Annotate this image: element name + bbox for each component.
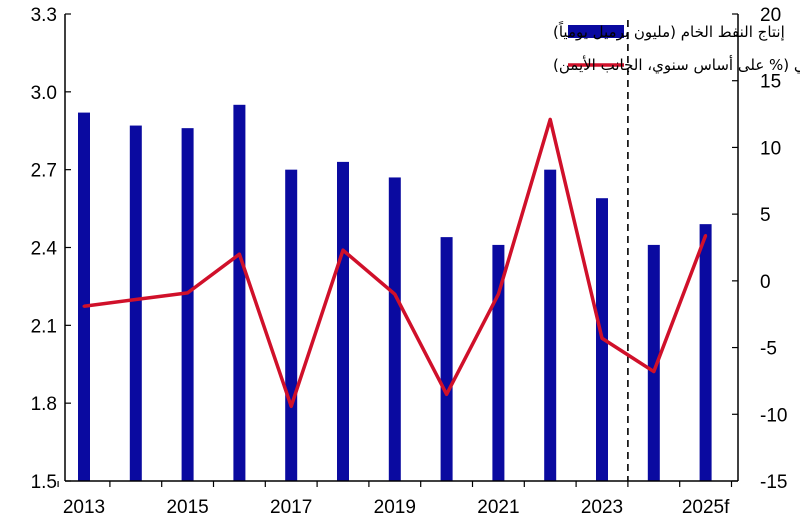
- x-tick-label: 2023: [581, 497, 623, 518]
- right-tick-label: 0: [760, 272, 771, 293]
- legend: إنتاج النفط الخام (مليون برميل يومياً) ن…: [553, 21, 800, 75]
- growth-point-2016: [237, 252, 241, 256]
- left-tick-label: 2.7: [31, 161, 57, 182]
- left-tick-label: 2.4: [31, 239, 58, 260]
- bar-2015: [181, 128, 194, 481]
- x-tick-label: 2021: [477, 497, 519, 518]
- growth-points: [82, 117, 708, 408]
- growth-point-2019: [393, 292, 397, 296]
- bar-2024: [647, 244, 660, 481]
- growth-point-2024: [652, 370, 656, 374]
- bar-2017: [285, 169, 298, 481]
- left-axis-ticks: 1.5 1.8 2.1 2.4 2.7 3.0 3.3: [31, 5, 71, 493]
- growth-point-2013: [82, 304, 86, 308]
- left-tick-label: 3.3: [31, 5, 57, 26]
- left-tick-label: 3.0: [31, 83, 57, 104]
- bar-2022: [544, 169, 557, 481]
- x-tick-label: 2019: [374, 497, 416, 518]
- bar-2013: [78, 112, 90, 481]
- right-axis-ticks: -15 -10 -5 0 5 10 15 20: [732, 5, 787, 493]
- growth-point-2022: [548, 117, 552, 121]
- x-tick-label: 2013: [63, 497, 105, 518]
- growth-point-2017: [289, 404, 293, 408]
- right-tick-label: 10: [760, 138, 781, 159]
- left-tick-label: 1.8: [31, 394, 57, 415]
- left-tick-label: 2.1: [31, 316, 57, 337]
- legend-bar-label: إنتاج النفط الخام (مليون برميل يومياً): [553, 21, 785, 42]
- bars-layer: [78, 104, 712, 482]
- bar-2014: [129, 125, 142, 482]
- growth-point-2015: [186, 291, 190, 295]
- x-tick-label: 2015: [166, 497, 208, 518]
- right-tick-label: 20: [760, 5, 781, 26]
- bar-2018: [337, 161, 349, 481]
- x-axis-ticks: 2013 2015 2017 2019 2021 2023 2025f: [57, 481, 733, 518]
- bar-2021: [492, 244, 505, 481]
- bar-2025f: [699, 224, 712, 481]
- growth-point-2020: [445, 392, 449, 396]
- bar-2019: [388, 177, 401, 481]
- growth-point-2025f: [704, 233, 708, 237]
- bar-2016: [233, 104, 246, 482]
- right-tick-label: -15: [760, 472, 787, 493]
- right-tick-label: -10: [760, 405, 787, 426]
- legend-bar-swatch: [568, 25, 624, 38]
- growth-point-2018: [341, 248, 345, 252]
- x-tick-label: 2025f: [682, 497, 730, 518]
- growth-point-2023: [600, 336, 604, 340]
- right-tick-label: 15: [760, 72, 781, 93]
- bar-2020: [440, 237, 453, 481]
- legend-line-label: نمو القطاع النفطي الحقيقي (% على أساس سن…: [553, 55, 800, 75]
- growth-point-2021: [496, 292, 500, 296]
- x-tick-label: 2017: [270, 497, 312, 518]
- axes: [64, 14, 739, 482]
- right-tick-label: -5: [760, 339, 777, 360]
- growth-point-2014: [134, 298, 138, 302]
- left-tick-label: 1.5: [31, 472, 57, 493]
- right-tick-label: 5: [760, 205, 771, 226]
